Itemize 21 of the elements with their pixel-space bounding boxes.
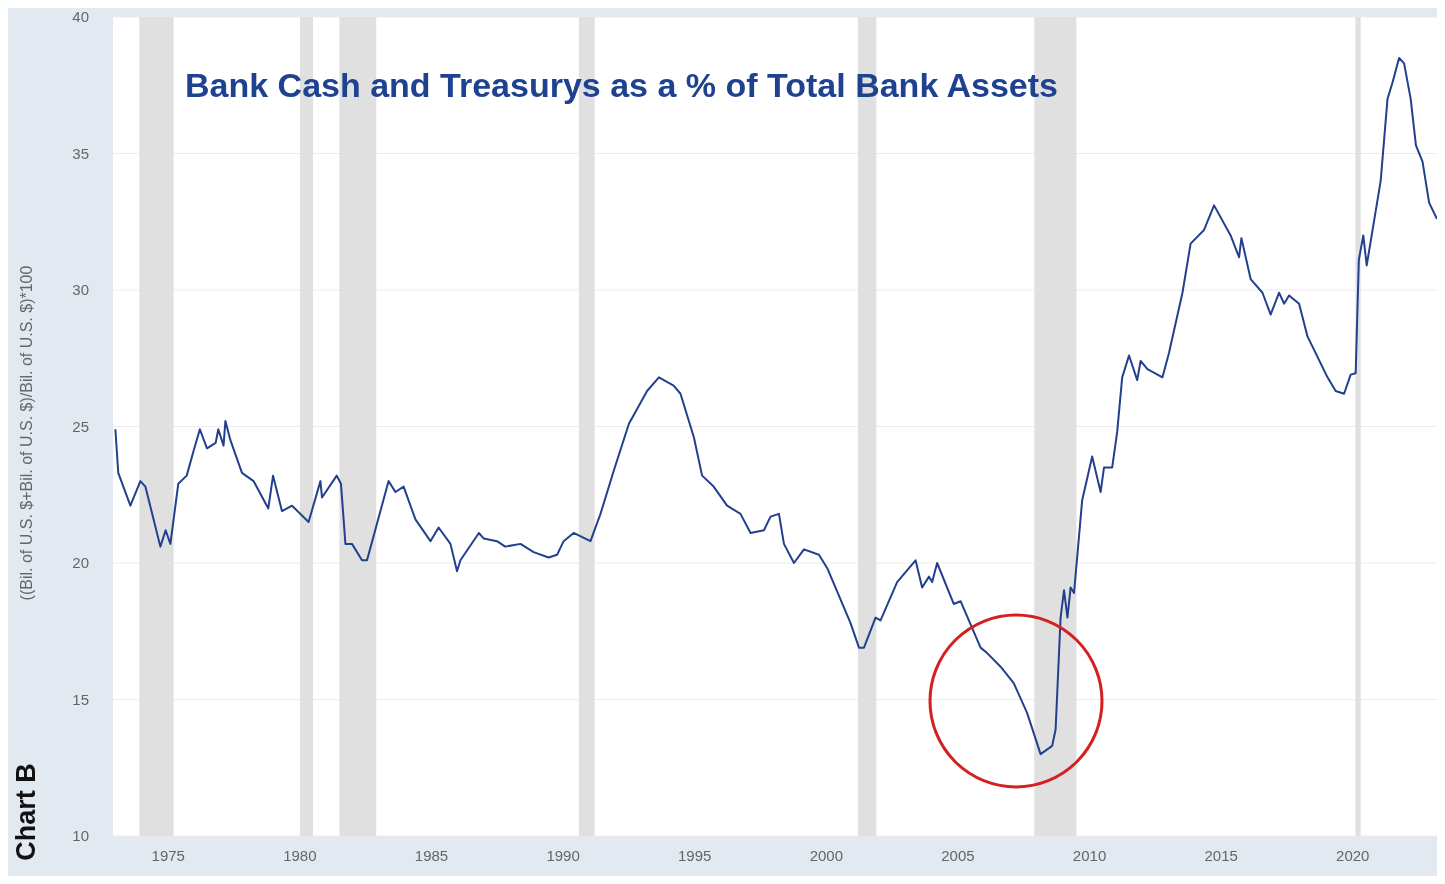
x-tick-label: 1985 bbox=[414, 846, 449, 864]
y-tick-label: 30 bbox=[72, 281, 89, 299]
x-tick-label: 1990 bbox=[546, 846, 580, 864]
line-series bbox=[114, 56, 1437, 756]
y-tick-label: 10 bbox=[72, 827, 89, 845]
x-tick-label: 2010 bbox=[1072, 846, 1107, 864]
x-tick-label: 2015 bbox=[1204, 846, 1238, 864]
y-axis-title: ((Bil. of U.S. $+Bil. of U.S. $)/Bil. of U.S. $)*100 bbox=[18, 265, 36, 601]
y-tick-label: 25 bbox=[72, 417, 89, 435]
x-tick-label: 2020 bbox=[1336, 846, 1370, 864]
x-tick-label: 2000 bbox=[809, 846, 844, 864]
x-tick-label: 1995 bbox=[678, 846, 712, 864]
x-tick-label: 1975 bbox=[151, 846, 185, 864]
y-tick-label: 35 bbox=[72, 144, 89, 162]
x-tick-label: 1980 bbox=[283, 846, 317, 864]
y-tick-label: 40 bbox=[72, 8, 89, 26]
text: Chart B bbox=[11, 763, 42, 861]
text: Bank Cash and Treasurys as a % of Total Bank Assets bbox=[185, 66, 1058, 105]
x-tick-label: 2005 bbox=[941, 846, 975, 864]
y-tick-label: 20 bbox=[72, 554, 89, 572]
y-tick-label: 15 bbox=[72, 690, 89, 708]
